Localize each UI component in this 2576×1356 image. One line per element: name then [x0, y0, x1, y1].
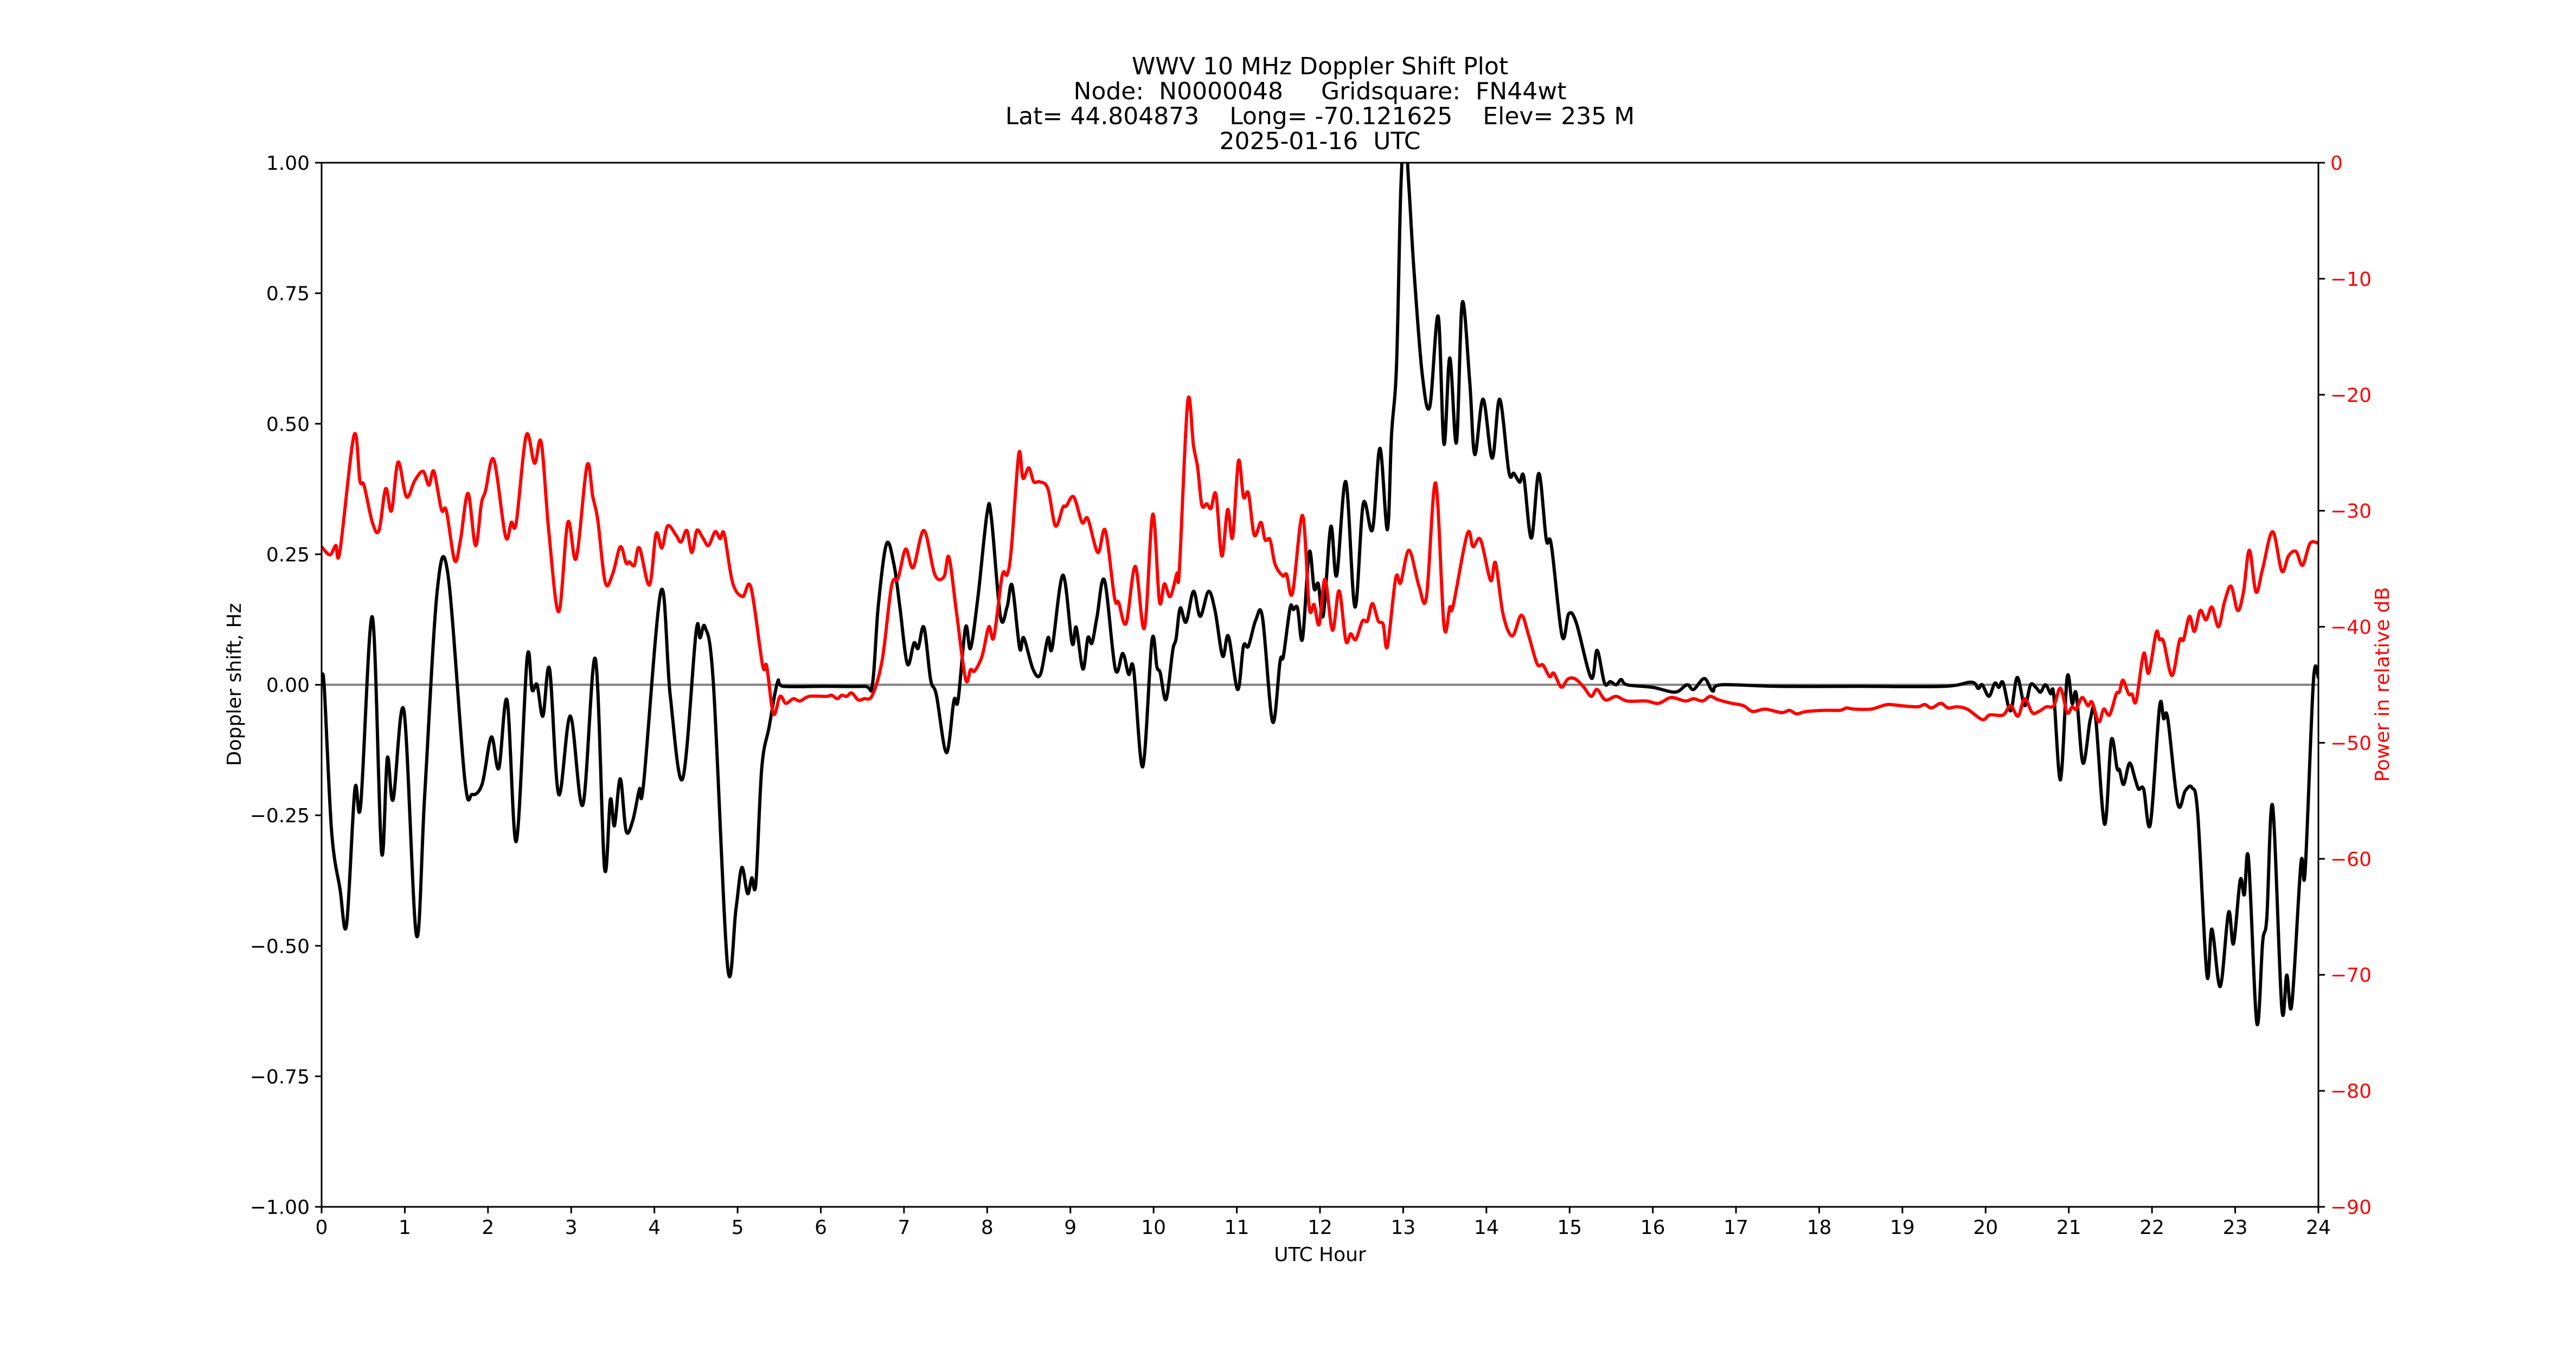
x-tick-label: 23 — [2223, 1217, 2248, 1239]
x-tick-label: 15 — [1557, 1217, 1582, 1239]
y-tick-label: 1.00 — [266, 152, 310, 175]
doppler-series — [322, 163, 2318, 1027]
x-tick-label: 2 — [482, 1217, 494, 1239]
x-tick-label: 24 — [2306, 1217, 2331, 1239]
y-tick-label: −1.00 — [250, 1197, 310, 1219]
y-right-tick-label: −40 — [2330, 617, 2372, 639]
x-tick-label: 13 — [1391, 1217, 1416, 1239]
x-tick-label: 11 — [1225, 1217, 1249, 1239]
y-axis-right-label: Power in relative dB — [2372, 587, 2394, 782]
y-tick-label: 0.25 — [266, 544, 310, 566]
x-tick-label: 19 — [1890, 1217, 1915, 1239]
x-tick-label: 8 — [981, 1217, 994, 1239]
x-tick-label: 16 — [1641, 1217, 1665, 1239]
y-right-tick-label: 0 — [2330, 152, 2343, 175]
y-tick-label: 0.75 — [266, 283, 310, 305]
chart-subtitle-node: Node: N0000048 Gridsquare: FN44wt — [1073, 78, 1567, 105]
chart-subtitle-date: 2025-01-16 UTC — [1219, 127, 1421, 155]
y-axis-left-ticks: 1.00 0.75 0.50 0.25 0.00 −0.25 −0.50 −0.75 −1.00 — [250, 152, 322, 1219]
x-tick-label: 10 — [1141, 1217, 1166, 1239]
y-right-tick-label: −10 — [2330, 268, 2372, 291]
x-tick-label: 22 — [2139, 1217, 2164, 1239]
x-tick-label: 1 — [399, 1217, 411, 1239]
y-right-tick-label: −60 — [2330, 848, 2372, 871]
y-axis-left-label: Doppler shift, Hz — [223, 603, 246, 766]
y-right-tick-label: −50 — [2330, 732, 2372, 754]
y-axis-right-ticks: 0 −10 −20 −30 −40 −50 −60 −70 −80 −90 — [2318, 152, 2372, 1219]
y-right-tick-label: −80 — [2330, 1080, 2372, 1103]
chart-subtitle-location: Lat= 44.804873 Long= -70.121625 Elev= 23… — [1005, 103, 1635, 130]
y-tick-label: −0.50 — [250, 936, 310, 958]
x-tick-label: 9 — [1064, 1217, 1076, 1239]
y-tick-label: −0.25 — [250, 805, 310, 827]
y-right-tick-label: −90 — [2330, 1197, 2372, 1219]
chart-title: WWV 10 MHz Doppler Shift Plot — [1131, 53, 1509, 80]
power-line — [322, 395, 2318, 724]
x-tick-label: 14 — [1474, 1217, 1499, 1239]
doppler-line — [322, 163, 2318, 1027]
x-tick-label: 3 — [565, 1217, 578, 1239]
x-tick-label: 12 — [1308, 1217, 1332, 1239]
y-tick-label: 0.50 — [266, 413, 310, 436]
y-right-tick-label: −20 — [2330, 385, 2372, 407]
x-tick-label: 17 — [1723, 1217, 1748, 1239]
x-axis-ticks: 0 1 2 3 4 5 6 7 8 9 10 11 12 13 14 15 16 17 18 19 20 21 22 23 24 — [316, 1207, 2331, 1239]
x-tick-label: 5 — [732, 1217, 744, 1239]
y-tick-label: 0.00 — [266, 675, 310, 697]
y-right-tick-label: −70 — [2330, 964, 2372, 987]
y-tick-label: −0.75 — [250, 1066, 310, 1088]
x-tick-label: 20 — [1973, 1217, 1998, 1239]
x-axis-label: UTC Hour — [1274, 1244, 1366, 1266]
x-tick-label: 6 — [815, 1217, 827, 1239]
x-tick-label: 18 — [1807, 1217, 1832, 1239]
x-tick-label: 21 — [2056, 1217, 2081, 1239]
x-tick-label: 7 — [898, 1217, 910, 1239]
x-tick-label: 0 — [316, 1217, 328, 1239]
power-series — [322, 395, 2318, 724]
x-tick-label: 4 — [648, 1217, 661, 1239]
y-right-tick-label: −30 — [2330, 501, 2372, 523]
